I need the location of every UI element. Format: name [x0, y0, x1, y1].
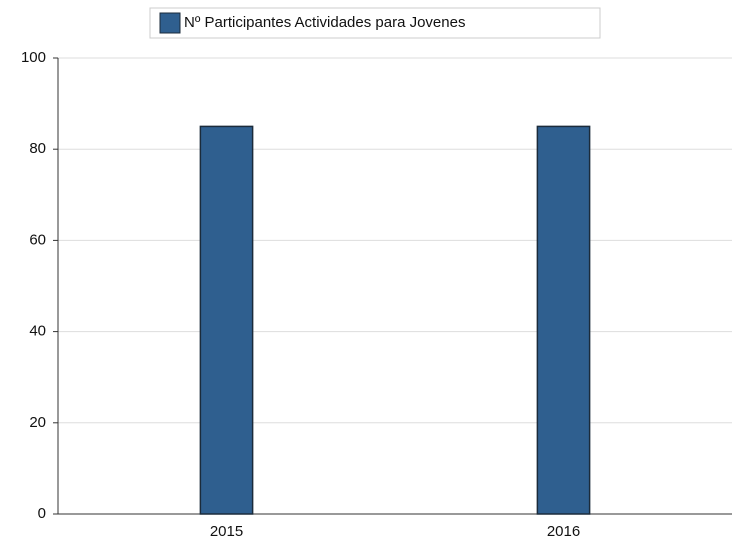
y-tick-label: 20 [29, 414, 46, 431]
y-tick-label: 80 [29, 140, 46, 157]
legend-box [149, 7, 601, 39]
y-tick-label: 60 [29, 231, 46, 248]
bar [199, 125, 254, 515]
legend-swatch [159, 12, 181, 34]
bar [536, 125, 591, 515]
x-tick-label: 2015 [210, 523, 243, 540]
legend-label: Nº Participantes Actividades para Jovene… [184, 14, 465, 31]
x-tick-label: 2016 [547, 523, 580, 540]
y-tick-label: 0 [38, 505, 46, 522]
y-tick-label: 40 [29, 323, 46, 340]
y-tick-label: 100 [21, 49, 46, 66]
